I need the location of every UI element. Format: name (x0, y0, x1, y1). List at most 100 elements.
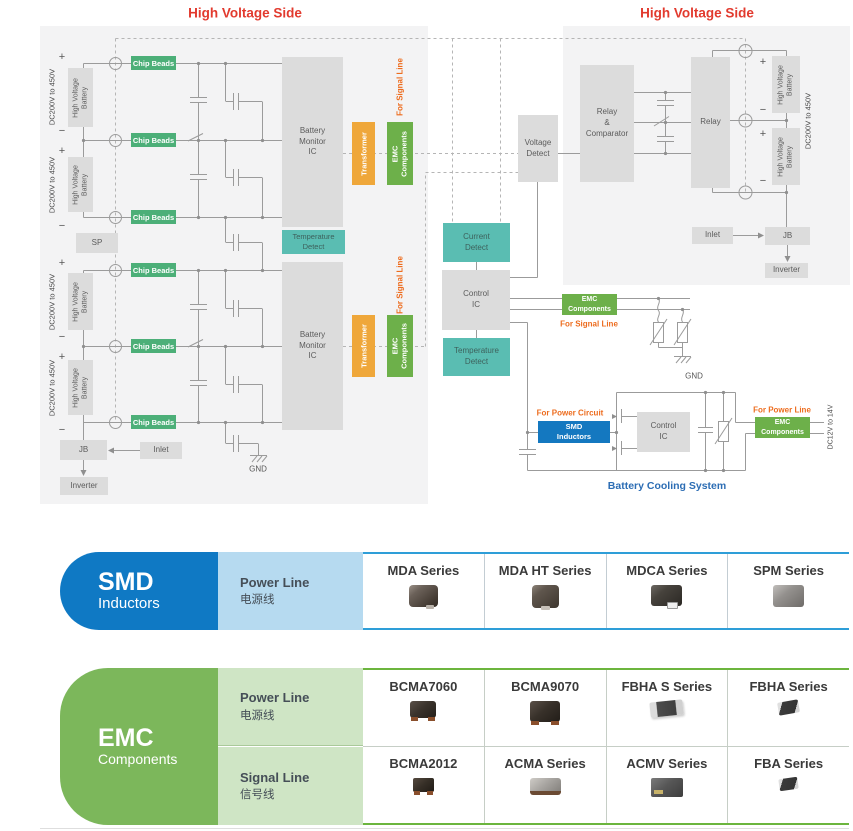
product-cell: FBHA S Series (605, 670, 728, 746)
relay-comparator-box: Relay & Comparator (580, 65, 634, 182)
emc-title: EMC (98, 723, 154, 752)
control-ic-box: Control IC (442, 270, 510, 330)
minus-terminal: − (58, 125, 66, 137)
high-voltage-battery-box: High Voltage Battery (68, 273, 93, 330)
product-cell: SPM Series (727, 554, 849, 628)
dc200v-450v-label: DC200V to 450V (47, 156, 57, 214)
transformer-box: Transformer (352, 315, 375, 377)
emc-components-box: EMC Components (387, 122, 413, 185)
fbha-series-photo (777, 699, 801, 716)
chip-beads-box: Chip Beads (131, 56, 176, 70)
product-cell: BCMA9070 (483, 670, 606, 746)
relay-box: Relay (691, 57, 730, 188)
smd-subtitle: Inductors (98, 595, 160, 613)
high-voltage-side-title-right: High Voltage Side (640, 5, 754, 21)
product-name: FBHA S Series (621, 679, 713, 694)
product-name: BCMA7060 (389, 679, 458, 694)
power-line-label-zh: 电源线 (240, 594, 275, 607)
high-voltage-battery-box: High Voltage Battery (772, 56, 800, 113)
jb-box: JB (765, 227, 810, 245)
emc-components-label: EMC Components (390, 323, 409, 369)
minus-terminal: − (759, 104, 767, 116)
current-detect-box: Current Detect (443, 223, 510, 262)
emc-components-label: EMC Components (390, 130, 409, 177)
high-voltage-side-title-left: High Voltage Side (188, 5, 302, 21)
mdca-series-photo (651, 585, 683, 609)
transformer-box: Transformer (352, 122, 375, 185)
battery-monitor-ic-box: Battery Monitor IC (282, 57, 343, 227)
product-name: BCMA9070 (511, 679, 580, 694)
transformer-label: Transformer (358, 131, 368, 176)
emc-subtitle: Components (98, 751, 178, 768)
minus-terminal: − (58, 220, 66, 232)
emc-signal-line-cell: Signal Line 信号线 (218, 747, 363, 825)
product-cell: MDA Series (363, 554, 484, 628)
high-voltage-battery-box: High Voltage Battery (68, 157, 93, 212)
for-power-line-label: For Power Line (753, 405, 811, 415)
inverter-box: Inverter (765, 263, 808, 278)
product-name: FBA Series (754, 756, 824, 771)
for-signal-line-label: For Signal Line (395, 58, 405, 116)
smd-products-row: MDA Series MDA HT Series MDCA Series SPM… (363, 552, 849, 630)
inlet-box: Inlet (692, 227, 733, 244)
emc-components-box: EMC Components (562, 294, 617, 315)
high-voltage-battery-label: High Voltage Battery (777, 64, 793, 105)
for-signal-line-label: For Signal Line (395, 256, 405, 314)
battery-monitor-ic-box: Battery Monitor IC (282, 262, 343, 430)
minus-terminal: − (58, 331, 66, 343)
voltage-detect-box: Voltage Detect (518, 115, 558, 182)
chip-beads-box: Chip Beads (131, 339, 176, 353)
spm-series-photo (773, 585, 805, 607)
sp-box: SP (76, 233, 118, 253)
bcma9070-photo (530, 701, 561, 725)
power-line-label: Power Line (240, 574, 310, 590)
high-voltage-battery-label: High Voltage Battery (71, 367, 88, 408)
plus-terminal: + (58, 351, 66, 363)
signal-line-label-zh: 信号线 (240, 789, 275, 802)
gnd-label: GND (249, 464, 267, 474)
product-name: ACMV Series (626, 756, 708, 771)
inverter-box: Inverter (60, 477, 108, 495)
battery-cooling-system-label: Battery Cooling System (607, 480, 727, 492)
signal-line-label: Signal Line (240, 769, 310, 785)
product-name: MDA Series (387, 563, 460, 578)
control-ic-box: Control IC (637, 412, 690, 452)
chip-beads-box: Chip Beads (131, 263, 176, 277)
temperature-detect-box: Temperature Detect (443, 338, 510, 376)
product-name: BCMA2012 (389, 756, 458, 771)
smd-inductors-table-header: SMD Inductors (60, 552, 218, 630)
gnd-label: GND (685, 371, 703, 381)
minus-terminal: − (58, 424, 66, 436)
plus-terminal: + (58, 51, 66, 63)
plus-terminal: + (759, 128, 767, 140)
high-voltage-battery-label: High Voltage Battery (71, 281, 88, 322)
product-name: FBHA Series (749, 679, 828, 694)
dc200v-450v-label: DC200V to 450V (47, 359, 57, 417)
jb-box: JB (60, 440, 107, 460)
emc-power-line-row: BCMA7060 BCMA9070 FBHA S Series FBHA Ser… (363, 670, 849, 747)
for-power-circuit-label: For Power Circuit (536, 408, 604, 418)
mda-series-photo (408, 585, 438, 609)
chip-beads-box: Chip Beads (131, 415, 176, 429)
chip-beads-box: Chip Beads (131, 210, 176, 224)
for-signal-line-label: For Signal Line (560, 319, 618, 329)
high-voltage-battery-box: High Voltage Battery (68, 360, 93, 415)
mda-ht-series-photo (531, 585, 559, 610)
inlet-box: Inlet (140, 442, 182, 459)
power-line-label-zh: 电源线 (240, 709, 275, 722)
high-voltage-battery-box: High Voltage Battery (772, 128, 800, 185)
acmv-series-photo (650, 778, 683, 797)
product-cell: FBA Series (727, 747, 849, 823)
bcma7060-photo (410, 701, 437, 721)
product-cell: ACMA Series (483, 747, 606, 823)
product-cell: FBHA Series (727, 670, 849, 746)
product-name: SPM Series (753, 563, 825, 578)
dc200v-450v-label: DC200V to 450V (47, 68, 57, 126)
plus-terminal: + (58, 145, 66, 157)
dc200v-450v-label: DC200V to 450V (47, 273, 57, 331)
emc-components-box: EMC Components (755, 417, 810, 438)
high-voltage-battery-label: High Voltage Battery (71, 164, 88, 205)
bcma2012-photo (412, 778, 434, 795)
product-cell: BCMA2012 (363, 747, 484, 823)
